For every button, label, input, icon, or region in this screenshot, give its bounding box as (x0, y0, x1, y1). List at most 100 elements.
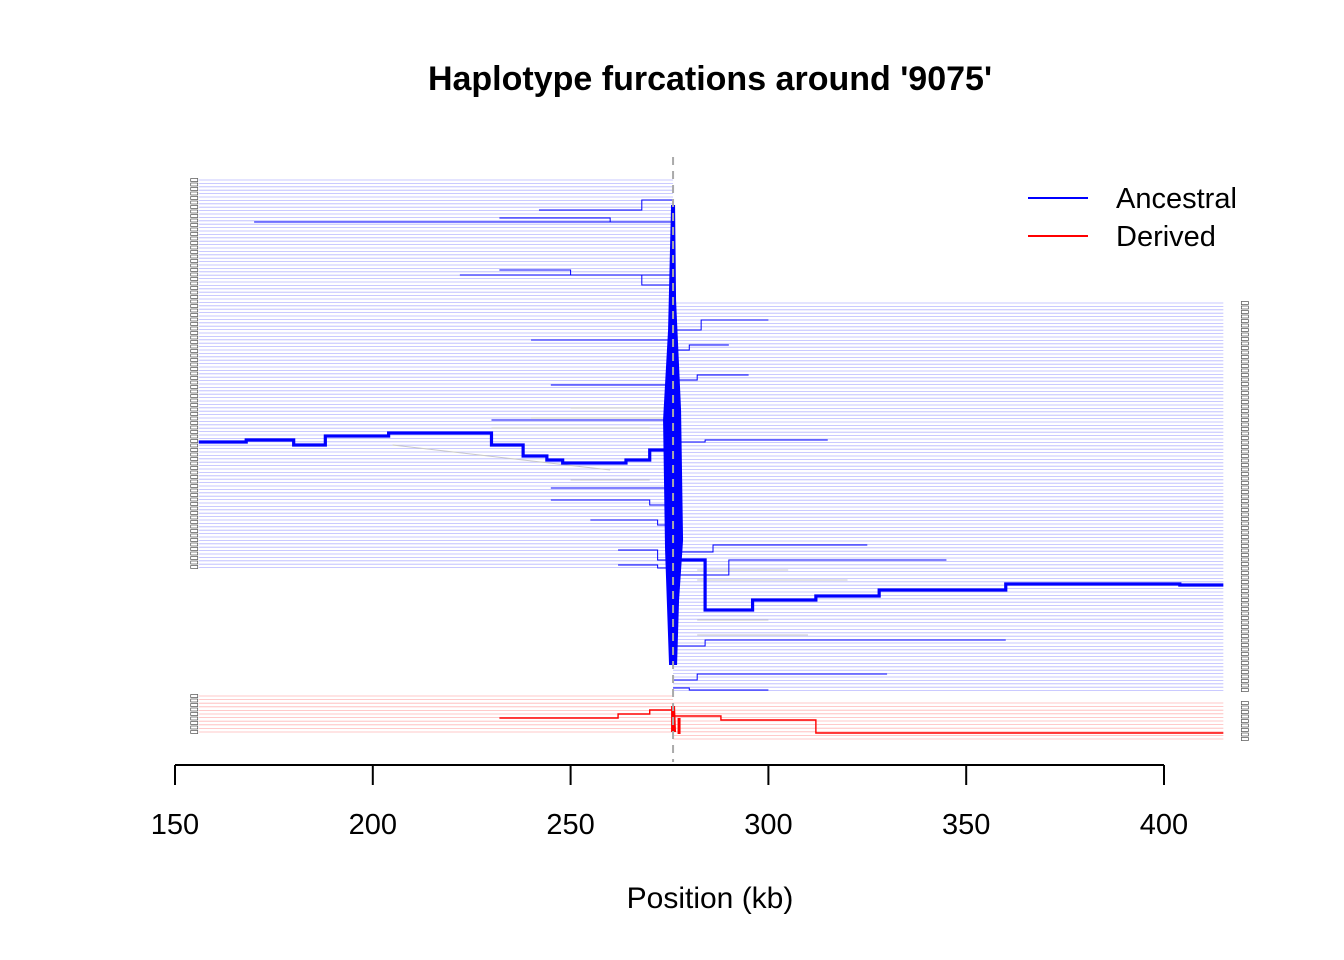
row-label-mark (190, 466, 199, 470)
row-label-mark (190, 703, 199, 707)
row-label-mark (190, 326, 199, 331)
row-label-mark (190, 394, 199, 398)
row-label-mark (1241, 400, 1249, 404)
ancestral-sub-branch (459, 274, 674, 286)
row-label-mark (190, 178, 199, 182)
row-label-mark (190, 277, 199, 281)
row-label-mark (190, 533, 199, 538)
row-label-mark (1241, 732, 1249, 737)
row-label-mark (190, 551, 199, 556)
legend-label-ancestral: Ancestral (1116, 183, 1237, 215)
row-label-mark (190, 385, 199, 389)
row-label-mark (1241, 553, 1249, 557)
row-label-mark (1241, 674, 1249, 679)
ancestral-sub-branch (590, 519, 674, 526)
x-tick-label: 200 (349, 809, 397, 841)
row-label-mark (1241, 557, 1249, 562)
row-label-mark (1241, 499, 1249, 503)
derived-branch-right (673, 715, 1224, 734)
row-label-mark (1241, 521, 1249, 526)
row-label-mark (190, 286, 199, 290)
row-label-mark (1241, 634, 1249, 638)
row-label-mark (190, 268, 199, 272)
row-label-mark (1241, 359, 1249, 364)
row-label-mark (190, 565, 199, 569)
row-label-mark (190, 461, 199, 466)
legend: Ancestral Derived (1028, 183, 1237, 253)
row-label-mark (190, 367, 199, 371)
x-tick-label: 400 (1140, 809, 1188, 841)
row-label-mark (1241, 323, 1249, 328)
row-label-mark (1241, 341, 1249, 346)
row-label-mark (190, 340, 199, 344)
row-label-mark (1241, 319, 1249, 323)
row-label-mark (190, 721, 199, 725)
row-label-mark (190, 520, 199, 524)
ancestral-main-branch-left (198, 431, 674, 465)
ancestral-sub-branch (673, 344, 729, 351)
row-label-mark (190, 524, 199, 529)
row-label-mark (1241, 418, 1249, 422)
row-label-mark (1241, 584, 1249, 589)
row-label-mark (1241, 737, 1249, 741)
row-label-mark (190, 362, 199, 367)
row-label-mark (1241, 526, 1249, 530)
row-label-mark (1241, 566, 1249, 571)
row-label-mark (190, 209, 199, 214)
row-label-mark (1241, 436, 1249, 440)
row-label-mark (190, 403, 199, 407)
row-label-mark (1241, 616, 1249, 620)
row-label-mark (1241, 602, 1249, 607)
row-label-mark (190, 380, 199, 385)
row-label-mark (190, 730, 199, 734)
ancestral-sub-branch (673, 673, 888, 681)
row-label-mark (1241, 404, 1249, 409)
row-label-mark (190, 200, 199, 205)
row-label-mark (190, 443, 199, 448)
row-label-mark (1241, 355, 1249, 359)
row-label-mark (1241, 485, 1249, 490)
row-label-mark (1241, 346, 1249, 350)
ancestral-sub-branch (618, 549, 674, 561)
row-label-mark (190, 317, 199, 322)
row-label-mark (1241, 445, 1249, 449)
row-label-mark (1241, 467, 1249, 472)
ancestral-sub-branch (673, 687, 769, 691)
row-label-mark (190, 205, 199, 209)
row-label-mark (190, 308, 199, 313)
row-label-mark (1241, 647, 1249, 652)
row-label-mark (190, 484, 199, 488)
row-label-mark (1241, 535, 1249, 539)
row-label-mark (1241, 463, 1249, 467)
row-label-mark (1241, 386, 1249, 391)
row-label-mark (190, 434, 199, 439)
row-label-mark (190, 707, 199, 712)
row-label-mark (1241, 656, 1249, 661)
row-label-mark (190, 556, 199, 560)
row-label-mark (1241, 679, 1249, 683)
row-label-mark (190, 290, 199, 295)
x-axis: 150 200 250 300 350 400 (151, 764, 1188, 841)
row-label-mark (190, 421, 199, 425)
row-label-mark (1241, 314, 1249, 319)
row-label-mark (1241, 337, 1249, 341)
row-label-mark (190, 214, 199, 218)
row-label-mark (190, 349, 199, 353)
ancestral-sub-branch (618, 564, 674, 569)
row-label-mark (1241, 449, 1249, 454)
ancestral-sub-branch (499, 269, 674, 276)
row-label-mark (190, 335, 199, 340)
row-label-mark (190, 542, 199, 547)
ancestral-sub-branch (673, 374, 749, 381)
row-label-mark (1241, 458, 1249, 463)
row-label-mark (1241, 719, 1249, 723)
row-label-mark (1241, 503, 1249, 508)
row-label-mark (190, 371, 199, 376)
row-label-mark (190, 331, 199, 335)
row-label-mark (190, 493, 199, 497)
row-label-mark (1241, 714, 1249, 719)
row-label-mark (1241, 705, 1249, 710)
row-label-mark (1241, 562, 1249, 566)
row-label-mark (1241, 539, 1249, 544)
